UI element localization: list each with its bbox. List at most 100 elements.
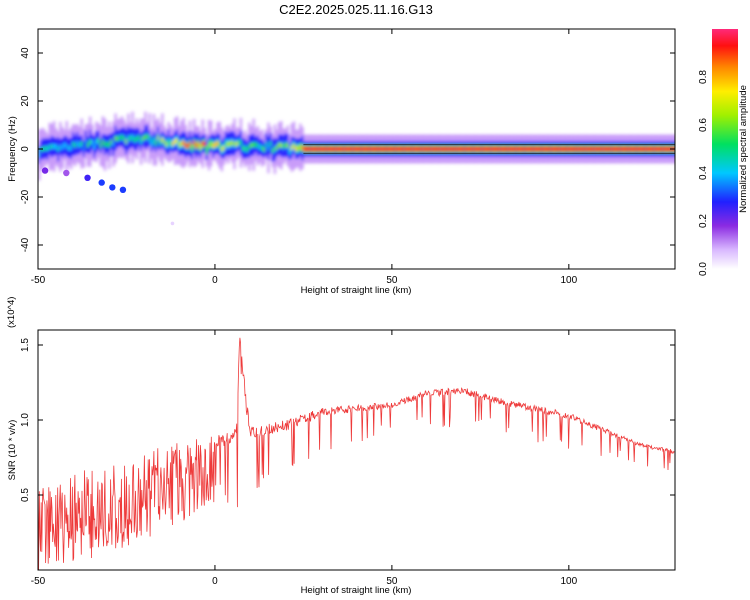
heatmap-cell xyxy=(416,146,419,152)
heatmap-cell xyxy=(309,146,313,152)
heatmap-cell xyxy=(409,146,412,152)
heatmap-cell xyxy=(615,146,618,152)
heatmap-cell xyxy=(662,146,665,152)
heatmap-cell xyxy=(72,141,75,147)
heatmap-cell xyxy=(231,140,234,146)
heatmap-cell xyxy=(326,146,330,152)
heatmap-cell xyxy=(95,139,98,145)
heatmap-cell xyxy=(481,146,485,152)
colorbar: 0.0 0.2 0.4 0.6 0.8 Normalized spectral ampl… xyxy=(698,29,749,276)
heatmap-cell xyxy=(492,146,495,152)
heatmap-cell xyxy=(556,146,559,152)
heatmap-cell xyxy=(156,135,160,140)
heatmap-cell xyxy=(583,146,587,152)
heatmap-cell xyxy=(256,143,260,149)
heatmap-cell xyxy=(356,146,359,152)
y-tick-label: -40 xyxy=(20,237,31,252)
heatmap-cell xyxy=(456,146,459,152)
heatmap-cell xyxy=(173,139,177,144)
heatmap-cell xyxy=(638,146,642,152)
heatmap-cell xyxy=(558,146,561,152)
x-tick-label: -50 xyxy=(31,576,46,587)
heatmap-cell xyxy=(129,136,132,141)
heatmap-cell xyxy=(67,145,71,151)
heatmap-cell xyxy=(547,146,550,152)
heatmap-cell xyxy=(649,146,652,152)
heatmap-cell xyxy=(624,146,627,152)
heatmap-cell xyxy=(244,146,247,152)
heatmap-cell xyxy=(539,146,542,152)
heatmap-cell xyxy=(579,146,582,152)
snr-x-axis: -50 0 50 100 xyxy=(31,330,578,587)
heatmap-cell xyxy=(133,137,136,143)
heatmap-cell xyxy=(360,146,364,152)
heatmap-cell xyxy=(199,145,202,150)
heatmap-cell xyxy=(89,139,92,145)
heatmap-cell xyxy=(449,146,453,152)
heatmap-cell xyxy=(534,146,538,152)
heatmap-cell xyxy=(61,145,64,151)
heatmap-cell xyxy=(424,146,427,152)
snr-y-axis: 0.5 1.0 1.5 xyxy=(20,338,675,502)
heatmap-cell xyxy=(116,136,119,142)
heatmap-cell xyxy=(265,142,268,147)
colorbar-ticks: 0.0 0.2 0.4 0.6 0.8 xyxy=(698,70,709,276)
heatmap-cell xyxy=(405,146,408,152)
heatmap-cell xyxy=(407,146,410,152)
heatmap-cell xyxy=(371,146,374,152)
heatmap-cell xyxy=(651,146,654,152)
heatmap-cell xyxy=(581,146,584,152)
heatmap-cell xyxy=(626,146,629,152)
heatmap-cell xyxy=(396,146,400,152)
heatmap-cell xyxy=(664,146,667,152)
colorbar-tick-label: 0.8 xyxy=(698,70,709,84)
heatmap-cell xyxy=(483,146,487,152)
heatmap-cell xyxy=(269,141,272,147)
heatmap-cell xyxy=(367,146,370,152)
figure-title: C2E2.2025.025.11.16.G13 xyxy=(279,2,433,17)
heatmap-cell xyxy=(273,146,277,152)
heatmap-cell xyxy=(462,146,466,152)
snr-y-label: SNR (10 * v/v) xyxy=(7,420,18,481)
heatmap-blob xyxy=(63,169,70,177)
heatmap-cell xyxy=(152,137,156,143)
heatmap-cell xyxy=(445,146,449,152)
heatmap-cell xyxy=(118,135,122,141)
heatmap-cell xyxy=(358,146,361,152)
x-tick-label: 100 xyxy=(560,275,577,286)
heatmap-cell xyxy=(498,146,502,152)
heatmap-cell xyxy=(621,146,625,152)
heatmap-cell xyxy=(52,144,56,149)
heatmap-cell xyxy=(577,146,580,152)
y-tick-label: 20 xyxy=(20,95,31,107)
x-tick-label: 100 xyxy=(560,576,577,587)
heatmap-cell xyxy=(216,140,219,146)
heatmap-cell xyxy=(248,144,251,150)
heatmap-cell xyxy=(280,142,283,148)
heatmap-cell xyxy=(503,146,506,152)
y-tick-label: 1.0 xyxy=(20,413,31,427)
snr-plot-area xyxy=(38,330,675,570)
heatmap-cell xyxy=(643,146,646,152)
heatmap-cell xyxy=(120,135,124,140)
heatmap-cell xyxy=(375,146,378,152)
heatmap-cell xyxy=(163,139,166,145)
heatmap-cell xyxy=(369,146,372,152)
spectrogram-panel: -50 0 50 100 40 20 0 -20 -40 Height of straight… xyxy=(7,28,676,296)
heatmap-cell xyxy=(443,146,446,152)
heatmap-cell xyxy=(645,146,648,152)
heatmap-cell xyxy=(592,146,595,152)
heatmap-cell xyxy=(520,146,523,152)
heatmap-cell xyxy=(254,142,257,147)
heatmap-cell xyxy=(658,146,661,152)
heatmap-cell xyxy=(195,143,198,149)
heatmap-cell xyxy=(354,146,357,152)
heatmap-cell xyxy=(44,145,47,151)
heatmap-cell xyxy=(150,140,153,146)
snr-x-label: Height of straight line (km) xyxy=(301,585,412,596)
y-tick-label: 1.5 xyxy=(20,338,31,352)
heatmap-cell xyxy=(91,139,94,145)
heatmap-cell xyxy=(233,141,236,147)
heatmap-cell xyxy=(250,142,253,148)
heatmap-cell xyxy=(668,146,671,152)
